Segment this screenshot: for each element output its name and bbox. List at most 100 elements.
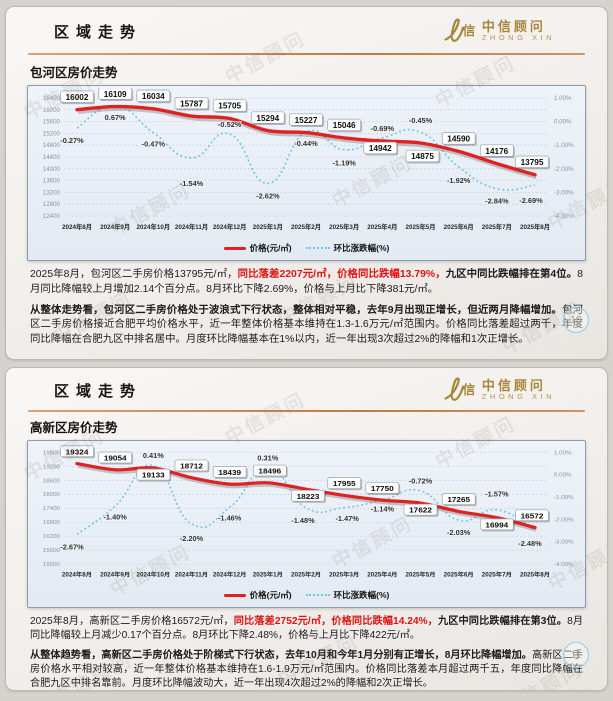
zhongxin-logo-icon: 信 [444, 18, 475, 42]
y-axis-tick-left: 14800 [43, 142, 61, 149]
pct-change-label: -1.40% [103, 512, 127, 521]
price-data-label: 15705 [212, 99, 248, 113]
price-data-label: 16034 [136, 89, 172, 104]
x-axis-label: 2024年11月 [175, 571, 208, 579]
price-series-marker [223, 246, 246, 250]
price-label-value: 19324 [66, 447, 89, 456]
pct-change-label: -0.47% [142, 140, 166, 149]
y-axis-tick-left: 12400 [43, 213, 61, 220]
price-label-value: 17265 [447, 495, 470, 504]
text-segment-bold: 从整体走势看，包河区二手房价格处于波浪式下行状态，整体相对平稳，去年9月出现正增… [30, 304, 563, 316]
pct-change-label: -0.69% [371, 124, 395, 133]
pct-change-label: -2.20% [180, 534, 204, 543]
legend-label-mom: 环比涨跌幅(%) [333, 590, 390, 600]
price-label-value: 14942 [369, 144, 392, 153]
legend-item-mom: 环比涨跌幅(%) [305, 242, 389, 254]
x-axis-label: 2024年12月 [213, 571, 247, 579]
chart-legend: 价格(元/㎡) 环比涨跌幅(%) [28, 583, 585, 607]
price-data-label: 18223 [291, 489, 326, 503]
pct-change-label: 0.67% [105, 113, 126, 122]
logo-cn-text: 中信顾问 [481, 378, 546, 394]
pct-change-label: -1.57% [485, 490, 509, 499]
pct-change-label: -1.48% [291, 516, 315, 525]
price-label-value: 16109 [104, 90, 127, 99]
pct-change-label: -1.19% [332, 159, 356, 168]
pct-change-label: -1.14% [371, 505, 395, 514]
price-label-value: 18439 [218, 468, 241, 477]
x-axis-label: 2025年2月 [291, 571, 321, 579]
y-axis-tick-left: 13200 [43, 189, 61, 196]
x-axis-label: 2025年5月 [405, 571, 435, 579]
price-label-value: 15227 [295, 116, 318, 125]
zhongxin-logo-icon: 信 [444, 377, 475, 401]
legend-item-mom: 环比涨跌幅(%) [305, 589, 390, 601]
y-axis-tick-left: 13600 [43, 178, 61, 185]
price-data-label: 16994 [479, 518, 515, 532]
pct-change-label: 0.41% [143, 451, 165, 460]
pct-change-label: -2.84% [485, 197, 509, 206]
price-data-label: 17622 [403, 503, 439, 517]
price-label-value: 15705 [218, 102, 241, 111]
legend-item-price: 价格(元/㎡) [223, 242, 292, 254]
x-axis-label: 2025年7月 [482, 571, 512, 579]
legend-item-price: 价格(元/㎡) [223, 589, 292, 601]
price-data-label: 16109 [98, 88, 134, 101]
price-label-value: 17750 [371, 484, 394, 493]
price-label-value: 18223 [297, 492, 320, 501]
text-segment-normal: 8月同比降幅较上月减少0.17个百分点。8月环比下降2.48%，价格与上月比下降… [30, 616, 584, 642]
text-segment-normal: 高新区二手房价格水平相对较高，近一年整体价格基本维持在1.6-1.9万元/㎡范围… [30, 649, 583, 690]
slide-header: 区域走势 信 中信顾问 ZHONG XIN [6, 7, 607, 51]
price-label-value: 14590 [447, 135, 470, 144]
y-axis-tick-left: 18000 [43, 492, 61, 498]
y-axis-tick-left: 15600 [43, 548, 61, 554]
pct-change-label: -0.27% [60, 136, 84, 145]
pct-change-label: -2.48% [518, 539, 542, 548]
price-label-value: 13795 [521, 158, 544, 167]
pct-change-label: -1.92% [447, 176, 471, 185]
y-axis-tick-left: 16200 [43, 534, 61, 540]
x-axis-label: 2025年3月 [329, 571, 359, 579]
analysis-paragraph: 2025年8月，包河区二手房价格13795元/㎡，同比落差2207元/㎡，价格同… [30, 268, 583, 298]
pct-change-label: -0.72% [409, 476, 433, 485]
price-data-label: 17955 [327, 477, 363, 491]
mom-series-marker [305, 594, 330, 596]
price-data-label: 14176 [479, 144, 515, 158]
x-axis-label: 2025年7月 [482, 222, 512, 231]
analysis-paragraph: 2025年8月，高新区二手房价格16572元/㎡，同比落差2752元/㎡，价格同… [30, 615, 583, 644]
price-label-value: 14176 [485, 147, 508, 156]
logo-en-text: ZHONG XIN [481, 32, 555, 42]
x-axis-label: 2024年8月 [62, 571, 92, 579]
pct-change-label: -2.03% [447, 528, 471, 537]
price-line [75, 104, 537, 177]
legend-label-price: 价格(元/㎡) [249, 243, 292, 253]
price-label-value: 18496 [258, 467, 281, 476]
y-axis-tick-right: -2.00% [554, 166, 574, 173]
price-data-label: 19324 [60, 445, 95, 459]
svg-text:信: 信 [462, 23, 475, 38]
x-axis-label: 2024年12月 [213, 222, 247, 231]
x-axis-label: 2024年10月 [137, 571, 171, 579]
price-label-value: 19054 [104, 454, 127, 463]
price-data-label: 14590 [441, 132, 477, 146]
chart-title-baohe: 包河区房价走势 [30, 66, 118, 80]
y-axis-tick-left: 15000 [43, 562, 61, 568]
x-axis-label: 2024年11月 [175, 222, 208, 231]
x-axis-label: 2025年1月 [253, 571, 283, 579]
y-axis-tick-left: 16000 [43, 107, 61, 114]
y-axis-tick-left: 15600 [43, 119, 61, 126]
section-title: 区域走势 [54, 382, 143, 400]
price-data-label: 15787 [174, 96, 210, 111]
x-axis-label: 2025年8月 [520, 222, 550, 231]
report-slide-baohe: 中信顾问中信顾问中信顾问中信顾问中信顾问中信顾问中信顾问中信顾问中信顾问 区域走… [5, 6, 608, 360]
x-axis-label: 2025年4月 [367, 571, 397, 579]
y-axis-tick-left: 17400 [43, 506, 61, 512]
y-axis-tick-right: 1.00% [554, 450, 572, 456]
company-logo: 信 中信顾问 ZHONG XIN [443, 375, 555, 405]
chart-container-baohe: 16400 16000 15600 15200 14800 14400 14000 13600… [27, 85, 586, 261]
logo-text: 中信顾问 ZHONG XIN [482, 379, 555, 401]
svg-text:信: 信 [462, 382, 475, 397]
price-label-value: 15787 [180, 99, 203, 108]
pct-change-label: -0.45% [409, 116, 433, 125]
price-data-label: 18712 [174, 459, 210, 473]
price-data-label: 15294 [250, 111, 286, 125]
